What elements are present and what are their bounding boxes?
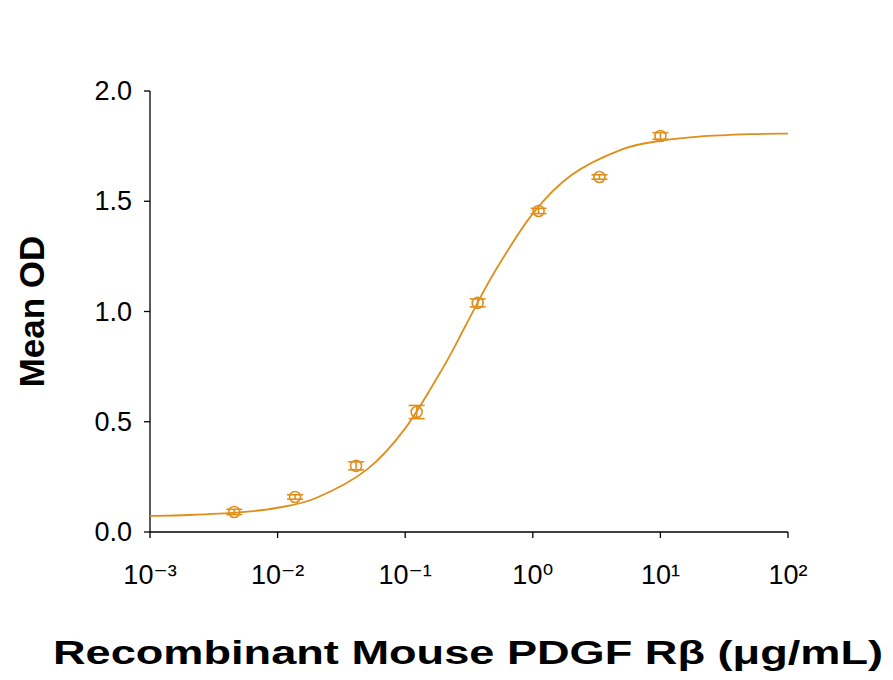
y-tick — [144, 311, 150, 312]
error-cap — [470, 306, 486, 308]
error-stem — [355, 462, 357, 470]
x-axis — [150, 531, 788, 532]
x-axis-title: Recombinant Mouse PDGF Rβ (μg/mL) — [53, 633, 883, 671]
x-tick-label: 10⁰ — [512, 560, 553, 590]
x-tick — [405, 532, 406, 538]
x-tick-label: 10¹ — [641, 560, 680, 590]
x-tick — [660, 532, 661, 538]
x-tick — [277, 532, 278, 538]
plot-area — [150, 130, 788, 517]
fit-curve — [150, 134, 788, 516]
data-point — [594, 171, 605, 182]
y-tick-label: 0.5 — [94, 407, 132, 437]
x-tick — [787, 532, 788, 538]
y-tick-label: 2.0 — [94, 76, 132, 106]
y-tick — [144, 421, 150, 422]
y-tick — [144, 531, 150, 532]
x-tick — [532, 532, 533, 538]
x-tick-label: 10⁻² — [251, 560, 304, 590]
y-tick-label: 1.0 — [94, 297, 132, 327]
y-axis-title: Mean OD — [12, 236, 51, 388]
error-stem — [660, 133, 662, 140]
y-tick-label: 1.5 — [94, 186, 132, 216]
error-cap — [348, 469, 364, 471]
x-tick-label: 10⁻¹ — [379, 560, 432, 590]
y-tick — [144, 90, 150, 91]
error-cap — [470, 298, 486, 300]
x-tick-label: 10² — [768, 560, 807, 590]
data-point — [290, 491, 301, 502]
error-cap — [348, 461, 364, 463]
y-tick-label: 0.0 — [94, 517, 132, 547]
x-tick — [149, 532, 150, 538]
chart: 0.0 0.5 1.0 1.5 2.0 10⁻³ 10⁻² 10⁻¹ 10⁰ 10¹ 10² Reco… — [0, 0, 893, 680]
data-point — [351, 460, 362, 471]
y-tick — [144, 201, 150, 202]
x-tick-label: 10⁻³ — [123, 560, 176, 590]
